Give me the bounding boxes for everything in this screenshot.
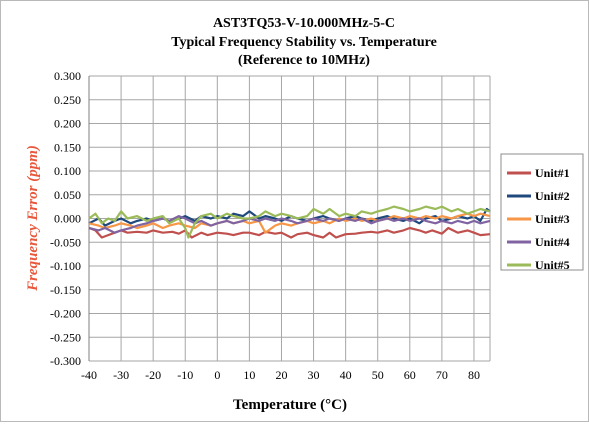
x-tick-labels: -40 -30 -20 -10 0 10 20 30 40 50 60 70 80 — [81, 368, 480, 382]
x-tick-label: 0 — [214, 368, 220, 382]
y-tick-label: 0.200 — [54, 117, 81, 131]
x-tick-label: -20 — [145, 368, 161, 382]
legend: Unit#1 Unit#2 Unit#3 Unit#4 Unit#5 — [500, 153, 584, 272]
x-axis-label: Temperature (°C) — [233, 397, 347, 413]
y-tick-label: -0.250 — [50, 330, 81, 344]
series-line-unit-3 — [88, 212, 491, 234]
y-tick-label: 0.100 — [54, 164, 81, 178]
x-tick-label: 20 — [275, 368, 287, 382]
chart-subtitle: Typical Frequency Stability vs. Temperat… — [171, 35, 437, 50]
series-lines — [88, 205, 491, 239]
y-tick-label: -0.200 — [50, 307, 81, 321]
y-tick-label: -0.050 — [50, 235, 81, 249]
x-tick-label: 30 — [308, 368, 320, 382]
y-tick-label: 0.250 — [54, 93, 81, 107]
y-axis-label: Frequency Error (ppm) — [25, 145, 41, 292]
y-tick-label: 0.300 — [54, 69, 81, 83]
y-tick-label: -0.150 — [50, 283, 81, 297]
chart-title: AST3TQ53-V-10.000MHz-5-C — [213, 16, 395, 31]
x-tick-label: -30 — [113, 368, 129, 382]
chart-subtitle-2: (Reference to 10MHz) — [238, 53, 370, 68]
y-tick-label: -0.300 — [50, 354, 81, 368]
x-tick-label: -10 — [177, 368, 193, 382]
series-line-unit-1 — [88, 226, 491, 239]
x-tick-label: 10 — [243, 368, 255, 382]
y-tick-label: 0.000 — [54, 212, 81, 226]
legend-label: Unit#4 — [535, 235, 570, 249]
y-tick-labels: 0.300 0.250 0.200 0.150 0.100 0.050 0.000 -0.05… — [50, 69, 81, 368]
x-tick-label: 40 — [340, 368, 352, 382]
x-tick-label: 60 — [404, 368, 416, 382]
x-tick-label: 70 — [436, 368, 448, 382]
legend-label: Unit#1 — [535, 166, 570, 180]
x-tick-label: 80 — [468, 368, 480, 382]
series-line-unit-4 — [88, 215, 491, 234]
legend-label: Unit#2 — [535, 189, 570, 203]
series-line-unit-5 — [88, 205, 491, 239]
y-tick-label: -0.100 — [50, 259, 81, 273]
x-tick-label: 50 — [372, 368, 384, 382]
y-tick-label: 0.050 — [54, 188, 81, 202]
legend-label: Unit#3 — [535, 212, 570, 226]
legend-label: Unit#5 — [535, 258, 570, 272]
x-tick-label: -40 — [81, 368, 97, 382]
y-tick-label: 0.150 — [54, 140, 81, 154]
